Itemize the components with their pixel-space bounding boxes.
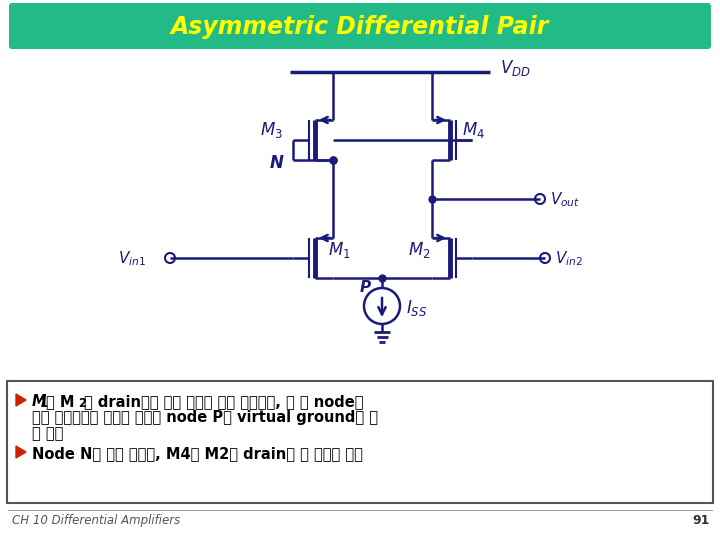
Polygon shape <box>16 394 26 406</box>
Text: 서의 전압스윙은 다르고 따라서 node P는 virtual ground가 될: 서의 전압스윙은 다르고 따라서 node P는 virtual ground가… <box>32 410 378 425</box>
Text: $V_{DD}$: $V_{DD}$ <box>500 58 531 78</box>
Text: $V_{in1}$: $V_{in1}$ <box>118 249 146 268</box>
Text: 의 drain에서 저항 크기가 매우 다르므로, 이 두 node에: 의 drain에서 저항 크기가 매우 다르므로, 이 두 node에 <box>84 394 364 409</box>
Text: Node N은 작은 스윙을, M4와 M2의 drain은 큰 스윙을 보임: Node N은 작은 스윙을, M4와 M2의 drain은 큰 스윙을 보임 <box>32 446 363 461</box>
Text: CH 10 Differential Amplifiers: CH 10 Differential Amplifiers <box>12 514 180 527</box>
Text: $M_2$: $M_2$ <box>408 240 431 260</box>
Polygon shape <box>16 446 26 458</box>
Text: 수 없음: 수 없음 <box>32 426 63 441</box>
Text: 2: 2 <box>78 397 86 410</box>
Text: $M_3$: $M_3$ <box>260 120 283 140</box>
Text: 1: 1 <box>40 397 48 410</box>
FancyBboxPatch shape <box>9 3 711 49</box>
Text: M: M <box>32 394 47 409</box>
Text: N: N <box>270 154 284 172</box>
Text: P: P <box>360 280 371 295</box>
Text: $V_{out}$: $V_{out}$ <box>550 191 580 210</box>
Text: 91: 91 <box>693 514 710 527</box>
Text: $I_{SS}$: $I_{SS}$ <box>406 298 427 318</box>
FancyBboxPatch shape <box>7 381 713 503</box>
Text: 과 M: 과 M <box>46 394 74 409</box>
Text: $V_{in2}$: $V_{in2}$ <box>555 249 582 268</box>
Text: $M_1$: $M_1$ <box>328 240 351 260</box>
Text: Asymmetric Differential Pair: Asymmetric Differential Pair <box>171 15 549 39</box>
Text: $M_4$: $M_4$ <box>462 120 485 140</box>
